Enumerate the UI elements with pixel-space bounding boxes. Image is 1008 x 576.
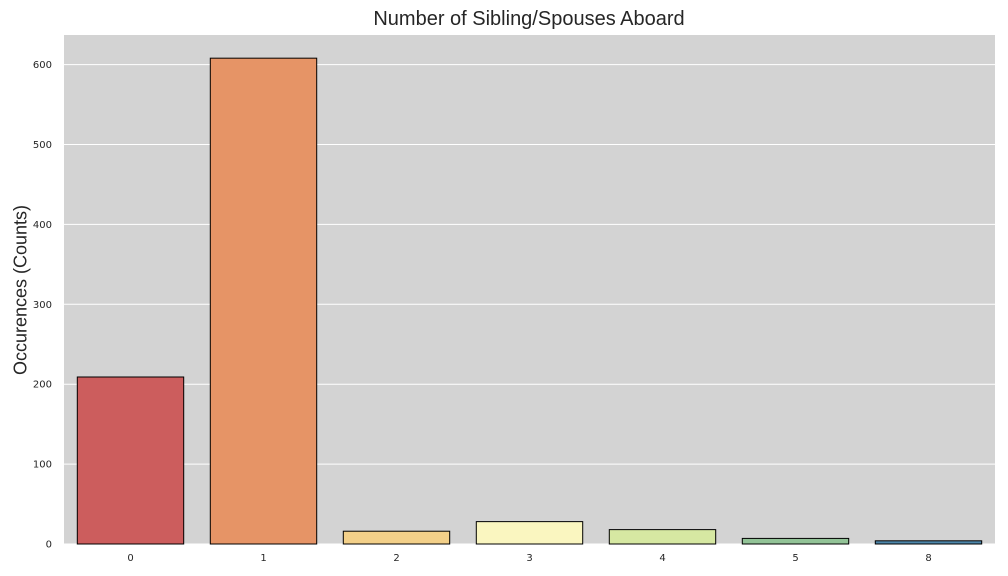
y-tick-label: 500 [33,140,52,151]
x-tick-label: 0 [127,553,133,564]
bar [209,57,318,545]
x-tick-label: 3 [526,553,532,564]
bar [741,537,850,545]
y-tick-label: 0 [46,540,52,551]
y-tick-label: 300 [33,300,52,311]
bar [76,376,185,545]
chart-title: Number of Sibling/Spouses Aboard [373,8,685,30]
bar [874,540,983,545]
y-tick-label: 200 [33,380,52,391]
bar [342,530,451,545]
y-axis-ticks: 0 100 200 300 400 500 600 [33,60,52,550]
x-tick-label: 4 [659,553,665,564]
plot-area [64,35,995,544]
y-tick-label: 400 [33,220,52,231]
bars [76,57,983,545]
x-tick-label: 1 [260,553,266,564]
x-axis-ticks: 0 1 2 3 4 5 8 [127,553,931,564]
y-tick-label: 100 [33,460,52,471]
bar [475,521,584,545]
y-tick-label: 600 [33,60,52,71]
x-tick-label: 2 [393,553,399,564]
x-tick-label: 8 [925,553,931,564]
bar [608,529,717,545]
x-tick-label: 5 [792,553,798,564]
